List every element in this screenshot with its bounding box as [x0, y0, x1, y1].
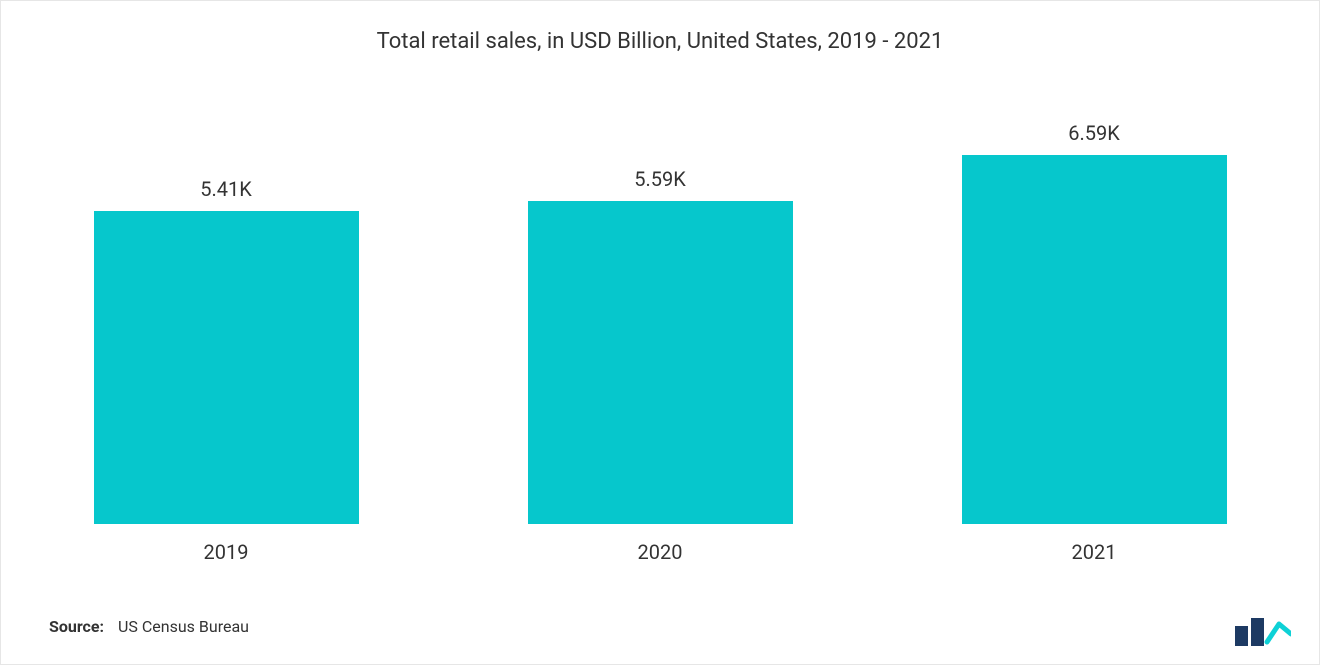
source-text: US Census Bureau [118, 617, 249, 636]
chart-title: Total retail sales, in USD Billion, Unit… [1, 1, 1319, 54]
x-axis-label: 2021 [954, 540, 1234, 564]
x-axis-label: 2019 [86, 540, 366, 564]
bar-value-label: 6.59K [1068, 121, 1120, 145]
brand-logo-icon [1235, 614, 1291, 646]
bar [94, 211, 359, 524]
x-axis-label: 2020 [520, 540, 800, 564]
bar [962, 155, 1227, 524]
bars-group: 5.41K 5.59K 6.59K [86, 121, 1234, 524]
chart-container: Total retail sales, in USD Billion, Unit… [0, 0, 1320, 665]
source-footer: Source: US Census Bureau [49, 617, 249, 636]
bar-slot: 5.41K [86, 121, 366, 524]
bar-slot: 6.59K [954, 121, 1234, 524]
bar-value-label: 5.41K [200, 177, 252, 201]
x-axis: 2019 2020 2021 [86, 540, 1234, 564]
plot-area: 5.41K 5.59K 6.59K [86, 121, 1234, 524]
bar-slot: 5.59K [520, 121, 800, 524]
bar-value-label: 5.59K [634, 167, 686, 191]
source-label: Source: [49, 617, 104, 636]
bar [528, 201, 793, 524]
